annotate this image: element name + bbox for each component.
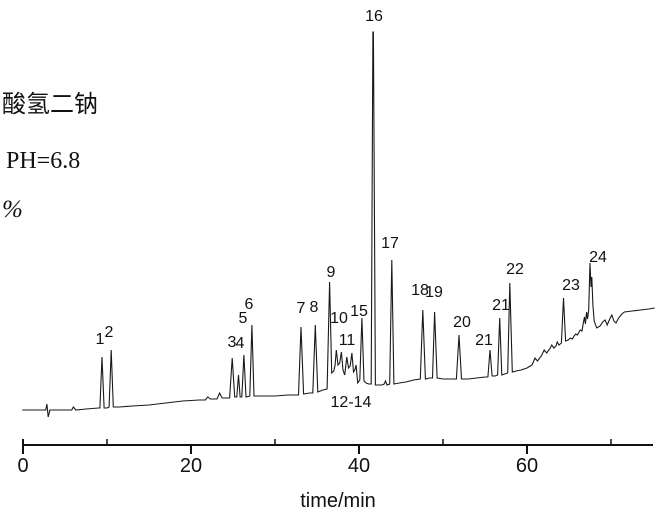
peak-label-24: 24 [589, 249, 607, 266]
peak-label-8: 8 [310, 299, 319, 316]
peak-label-18: 18 [411, 282, 429, 299]
peak-label-5: 5 [239, 310, 248, 327]
peak-label-23: 23 [562, 277, 580, 294]
peak-label-4: 4 [236, 335, 245, 352]
peak-label-15: 15 [350, 303, 368, 320]
peak-label-17: 17 [381, 235, 399, 252]
peak-label-12-14: 12-14 [331, 394, 372, 411]
peak-label-7: 7 [297, 300, 306, 317]
peak-label-21: 21 [475, 332, 493, 349]
peak-label-21: 21 [492, 297, 510, 314]
peak-label-10: 10 [330, 310, 348, 327]
peak-label-6: 6 [245, 296, 254, 313]
trace-path [22, 31, 655, 418]
peak-label-2: 2 [105, 324, 114, 341]
percent-annotation: % [2, 196, 23, 223]
peak-label-16: 16 [365, 8, 383, 25]
peak-label-1: 1 [96, 331, 105, 348]
x-axis-tick-label: 20 [180, 455, 202, 477]
peak-label-20: 20 [453, 314, 471, 331]
x-axis-tick-label: 60 [516, 455, 538, 477]
buffer-annotation: 酸氢二钠 [2, 92, 98, 118]
peak-label-22: 22 [506, 261, 524, 278]
peak-label-11: 11 [339, 332, 356, 349]
x-axis-title: time/min [300, 490, 376, 512]
peak-label-3: 3 [228, 334, 237, 351]
x-axis-tick-label: 40 [348, 455, 370, 477]
ph-annotation: PH=6.8 [6, 148, 81, 174]
peak-label-9: 9 [327, 264, 336, 281]
peak-label-19: 19 [425, 284, 443, 301]
x-axis-tick-label: 0 [17, 455, 28, 477]
